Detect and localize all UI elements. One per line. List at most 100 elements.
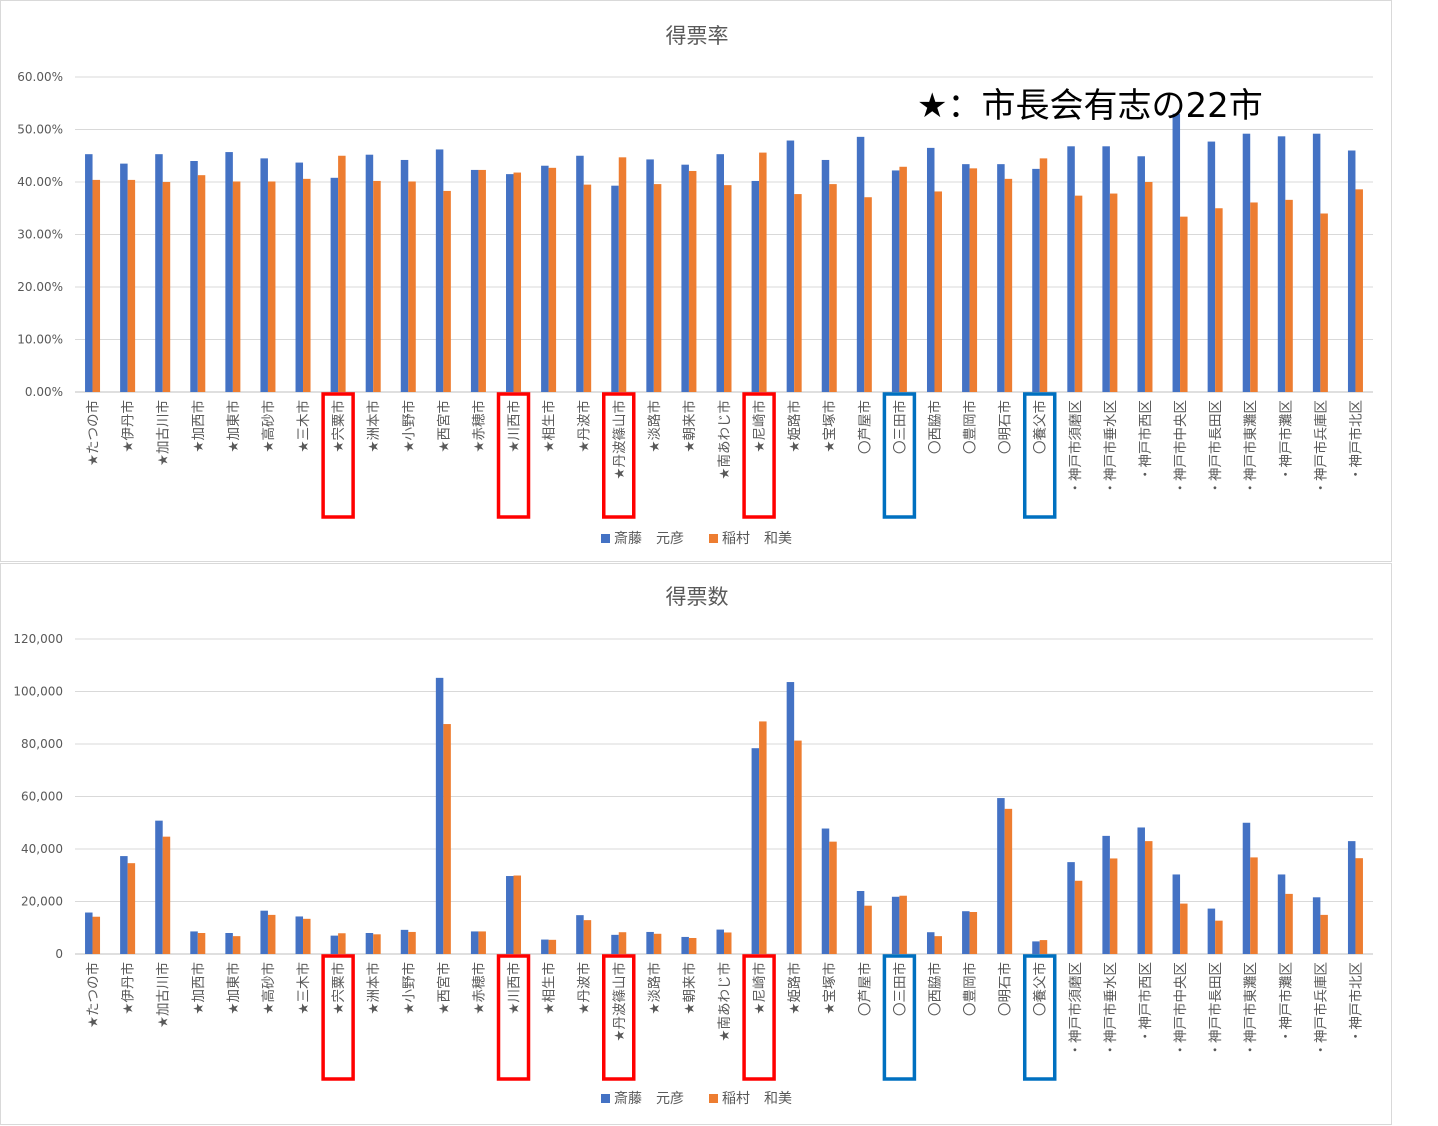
rate-highlight-box-red: [321, 392, 355, 519]
rate-category-label: ★南あわじ市: [716, 400, 733, 480]
count-y-tick-label: 120,000: [13, 632, 63, 646]
rate-legend-label-series1: 斎藤 元彦: [614, 530, 684, 547]
count-bar-series2: [513, 875, 522, 954]
rate-bar-series2: [864, 197, 872, 392]
count-bar-series1: [646, 931, 654, 954]
rate-bar-series1: [1032, 168, 1040, 392]
rate-bar-series1: [295, 162, 304, 392]
count-highlight-box-red: [496, 954, 531, 1081]
count-bar-series2: [197, 933, 206, 954]
count-legend-label-series2: 稲村 和美: [722, 1091, 792, 1107]
count-bar-series1: [576, 915, 584, 954]
count-bar-series2: [864, 905, 872, 954]
rate-category-label: ★加東市: [225, 400, 242, 453]
rate-category-label: ・神戸市兵庫区: [1312, 400, 1329, 495]
count-category-label: ★西宮市: [435, 962, 452, 1015]
count-bar-series2: [127, 863, 136, 954]
count-bar-series2: [1004, 808, 1013, 954]
count-bar-series1: [821, 828, 830, 954]
rate-bar-series2: [548, 167, 557, 392]
rate-bar-series1: [541, 165, 549, 392]
count-bar-series2: [548, 939, 557, 954]
rate-bar-series1: [506, 174, 514, 392]
rate-category-label: ・神戸市北区: [1347, 400, 1364, 481]
rate-bar-series2: [127, 179, 136, 392]
rate-bar-series1: [716, 154, 724, 392]
rate-bar-series2: [794, 194, 802, 392]
rate-bar-series1: [997, 164, 1005, 392]
count-category-label: ★南あわじ市: [716, 962, 733, 1042]
count-bar-series1: [997, 798, 1005, 954]
count-category-label: ★加東市: [225, 962, 242, 1015]
rate-category-label: 〇豊岡市: [962, 400, 979, 454]
count-bar-series1: [786, 682, 795, 954]
rate-title: 得票率: [666, 24, 729, 48]
count-category-label: ★高砂市: [260, 962, 277, 1015]
rate-bar-series1: [786, 140, 795, 392]
rate-category-label: ★宝塚市: [821, 400, 838, 453]
count-bar-series2: [1215, 920, 1223, 954]
rate-bar-series1: [330, 177, 339, 392]
count-category-label: ★姫路市: [786, 962, 803, 1015]
count-bar-series1: [751, 748, 760, 954]
rate-bar-series2: [443, 190, 451, 392]
count-bar-series1: [962, 911, 970, 954]
count-bar-series2: [162, 836, 171, 954]
count-bar-series1: [85, 912, 93, 954]
count-bar-series1: [856, 891, 865, 954]
count-bar-series1: [1242, 822, 1251, 954]
count-highlight-box-blue: [882, 954, 917, 1081]
rate-category-label: ★尼崎市: [751, 400, 768, 453]
count-category-label: ★相生市: [541, 962, 558, 1015]
rate-category-label: ★たつの市: [85, 400, 102, 466]
rate-y-tick-label: 60.00%: [17, 70, 63, 84]
count-bar-series2: [478, 931, 486, 954]
count-bar-series2: [1285, 893, 1293, 954]
rate-category-label: ★丹波篠山市: [611, 400, 628, 480]
count-bar-series1: [541, 939, 549, 954]
rate-bar-series1: [821, 159, 830, 392]
rate-highlight-box-red: [742, 392, 776, 519]
rate-bar-series1: [611, 185, 619, 392]
rate-bar-series1: [435, 149, 444, 392]
rate-bar-series1: [260, 158, 268, 392]
count-bar-series2: [1144, 841, 1153, 954]
count-y-tick-label: 100,000: [13, 685, 63, 699]
count-bar-series2: [1250, 857, 1258, 954]
count-bar-series2: [373, 934, 381, 954]
count-category-label: 〇芦屋市: [856, 962, 873, 1016]
rate-bar-series1: [120, 163, 128, 392]
count-bar-series1: [120, 856, 128, 954]
rate-category-label: ・神戸市須磨区: [1067, 400, 1084, 495]
rate-category-label: ★宍粟市: [330, 400, 347, 453]
rate-bar-series2: [724, 185, 732, 392]
count-bar-series1: [225, 933, 233, 954]
rate-bar-series2: [162, 182, 171, 392]
count-category-label: ★小野市: [400, 962, 417, 1015]
rate-legend-label-series2: 稲村 和美: [722, 531, 792, 547]
rate-bar-series2: [267, 181, 276, 392]
count-bar-series1: [400, 929, 409, 954]
rate-category-label: 〇芦屋市: [856, 400, 873, 454]
rate-bar-series1: [1137, 156, 1145, 392]
rate-bar-series2: [1109, 193, 1118, 392]
rate-bar-series1: [1172, 113, 1181, 392]
count-bar-series1: [260, 910, 268, 954]
count-y-tick-label: 20,000: [21, 895, 63, 909]
rate-bar-series2: [934, 191, 942, 392]
count-bar-series1: [1137, 827, 1145, 954]
rate-bar-series2: [373, 180, 381, 392]
rate-bar-series2: [759, 152, 767, 392]
rate-bar-series1: [1312, 133, 1321, 392]
count-bar-series1: [681, 936, 689, 954]
rate-bar-series1: [1242, 133, 1251, 392]
count-bar-series1: [1172, 874, 1181, 954]
rate-legend-swatch-series1: [601, 534, 610, 543]
rate-bar-series2: [1074, 195, 1083, 392]
rate-category-label: ★川西市: [506, 400, 523, 453]
count-bar-series1: [1067, 862, 1075, 954]
count-category-label: ・神戸市灘区: [1277, 962, 1294, 1043]
count-category-label: 〇三田市: [891, 962, 908, 1016]
rate-category-label: ・神戸市長田区: [1207, 400, 1224, 495]
rate-bar-series2: [1215, 208, 1223, 392]
